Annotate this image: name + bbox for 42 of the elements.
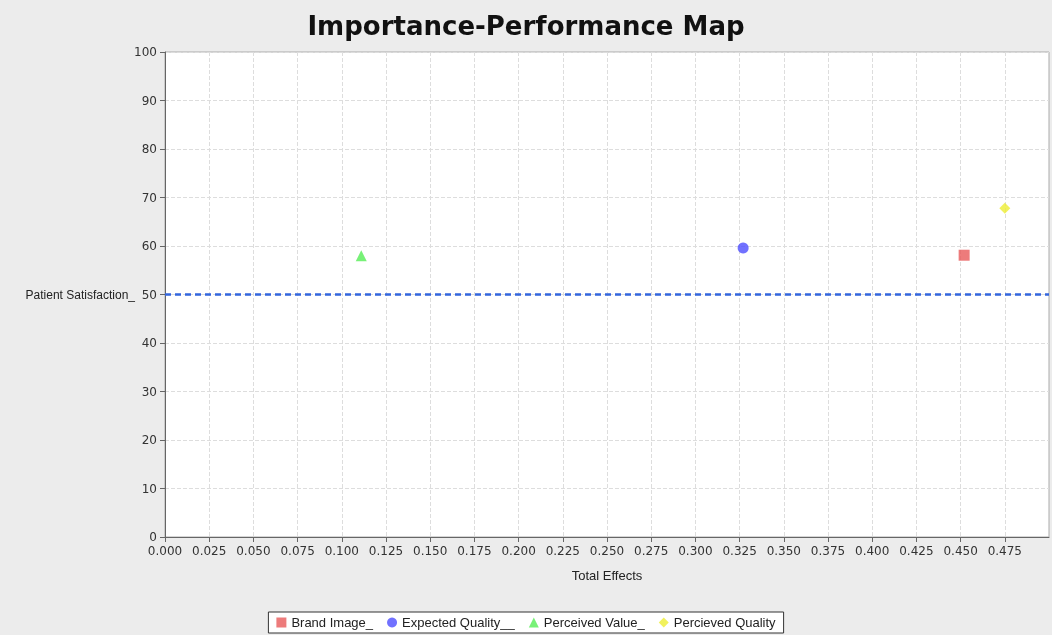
x-tick-label: 0.100 xyxy=(324,544,359,558)
x-tick-label: 0.025 xyxy=(192,544,227,558)
x-tick-label: 0.150 xyxy=(413,544,448,558)
ref-line-label: Patient Satisfaction_ xyxy=(25,287,136,302)
x-tick-label: 0.400 xyxy=(855,544,890,558)
y-tick-label: 50 xyxy=(141,287,157,302)
x-tick-label: 0.200 xyxy=(501,544,536,558)
x-axis-title: Total Effects xyxy=(571,568,643,583)
legend-label: Expected Quality__ xyxy=(402,615,516,630)
y-tick-label: 80 xyxy=(141,142,157,156)
x-tick-label: 0.075 xyxy=(280,544,315,558)
x-tick-label: 0.175 xyxy=(457,544,492,558)
x-tick-label: 0.375 xyxy=(810,544,846,558)
legend-label: Percieved Quality xyxy=(673,615,777,630)
y-tick-label: 10 xyxy=(141,481,157,496)
point xyxy=(737,242,749,254)
y-tick-label: 0 xyxy=(149,530,157,544)
x-tick-label: 0.000 xyxy=(147,544,183,558)
y-tick-label: 20 xyxy=(141,433,157,447)
x-tick-label: 0.350 xyxy=(766,544,801,558)
x-tick-label: 0.300 xyxy=(678,544,713,558)
x-tick-label: 0.425 xyxy=(899,544,934,558)
x-tick-label: 0.250 xyxy=(589,544,625,558)
y-tick-label: 40 xyxy=(141,336,157,350)
y-tick-label: 70 xyxy=(141,190,157,205)
chart-title: Importance-Performance Map xyxy=(307,11,745,41)
y-tick-label: 30 xyxy=(141,384,157,399)
x-tick-label: 0.050 xyxy=(236,544,271,558)
x-tick-label: 0.125 xyxy=(368,544,404,558)
x-tick-label: 0.475 xyxy=(987,544,1022,558)
x-tick-label: 0.225 xyxy=(545,544,580,558)
x-tick-label: 0.325 xyxy=(722,544,757,558)
y-tick-label: 100 xyxy=(134,45,157,59)
point xyxy=(958,249,970,261)
legend-label: Perceived Value_ xyxy=(543,615,646,630)
y-tick-label: 60 xyxy=(141,239,157,253)
legend-label: Brand Image_ xyxy=(291,615,374,630)
x-tick-label: 0.450 xyxy=(943,544,978,558)
point xyxy=(355,250,367,262)
x-tick-label: 0.275 xyxy=(634,544,669,558)
y-tick-label: 90 xyxy=(141,93,157,108)
point xyxy=(999,202,1011,214)
